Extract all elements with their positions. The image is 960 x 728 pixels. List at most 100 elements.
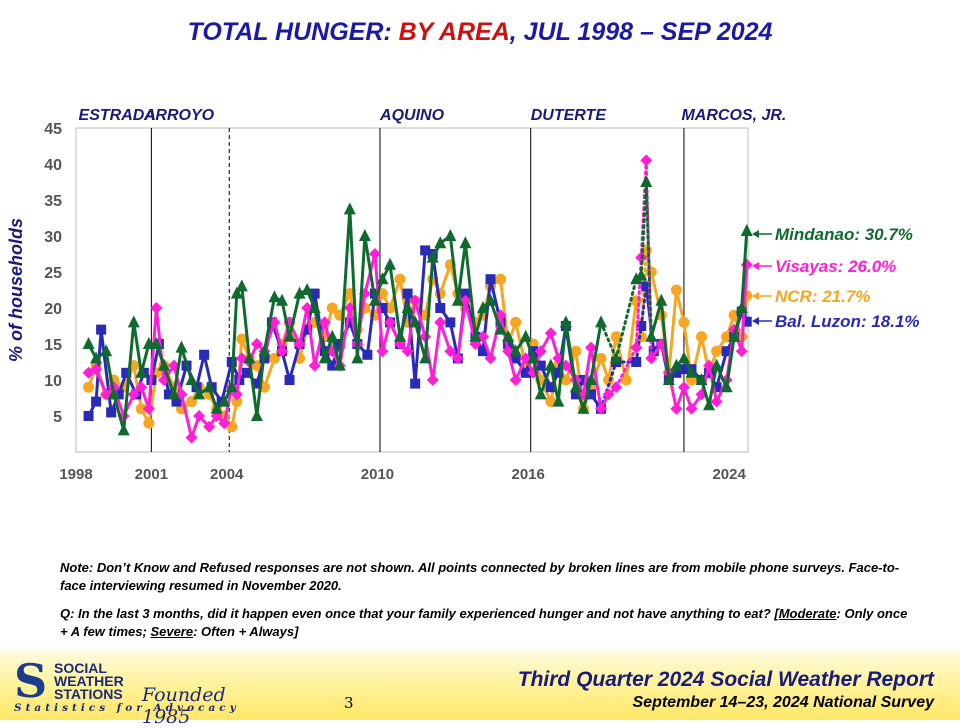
- data-point: [327, 360, 338, 371]
- data-point: [302, 324, 313, 335]
- data-point: [351, 351, 364, 364]
- data-point: [409, 315, 422, 328]
- series-segment: [247, 356, 259, 418]
- data-point: [368, 248, 381, 260]
- data-point: [630, 272, 643, 285]
- title-accent: BY AREA: [398, 18, 510, 46]
- data-point: [528, 346, 539, 357]
- data-point: [121, 367, 132, 378]
- page-number: 3: [344, 694, 354, 712]
- series-segment: [195, 353, 206, 389]
- label-arrow-head: [752, 230, 759, 238]
- data-point: [426, 250, 439, 263]
- data-point: [83, 411, 94, 421]
- data-point: [384, 316, 397, 329]
- data-point: [362, 349, 373, 360]
- data-point: [662, 373, 675, 385]
- data-point: [199, 349, 210, 360]
- series-segment: [634, 324, 643, 364]
- data-point: [241, 367, 252, 378]
- question-text: Q: In the last 3 months, did it happen e…: [60, 606, 779, 621]
- data-point: [677, 351, 690, 364]
- data-point: [584, 341, 597, 354]
- y-tick-label: 45: [44, 121, 62, 138]
- series-segment: [240, 284, 251, 360]
- data-point: [368, 293, 381, 306]
- data-point: [631, 357, 642, 367]
- data-point: [258, 344, 271, 357]
- presidency-label: MARCOS, JR.: [681, 107, 786, 124]
- data-point: [595, 402, 608, 415]
- data-point: [106, 407, 117, 418]
- data-point: [460, 288, 471, 299]
- data-point: [231, 396, 243, 408]
- data-point: [377, 303, 388, 313]
- data-point: [268, 290, 281, 303]
- data-point: [275, 345, 288, 358]
- data-point: [477, 346, 488, 357]
- series-segment: [313, 320, 327, 368]
- data-point: [409, 294, 422, 307]
- data-point: [394, 329, 407, 342]
- data-point: [90, 363, 103, 376]
- series-segment: [639, 180, 648, 278]
- data-point: [293, 286, 306, 299]
- data-point: [520, 367, 531, 378]
- data-point: [157, 358, 170, 371]
- data-point: [243, 351, 256, 364]
- logo-line-2: WEATHER: [54, 673, 124, 689]
- data-point: [434, 316, 447, 329]
- data-point: [150, 337, 163, 349]
- data-point: [610, 331, 622, 343]
- data-point: [318, 316, 331, 329]
- data-point: [735, 345, 748, 358]
- data-point: [545, 382, 556, 393]
- series-segment: [644, 180, 653, 339]
- data-point: [678, 364, 689, 375]
- data-point: [640, 175, 653, 187]
- series-segment: [388, 263, 402, 339]
- series-segment: [280, 299, 292, 339]
- data-point: [569, 380, 582, 393]
- title-period: , JUL 1998 – SEP 2024: [509, 18, 773, 46]
- data-point: [469, 329, 482, 342]
- data-point: [519, 329, 532, 342]
- data-point: [163, 389, 174, 400]
- data-point: [343, 302, 356, 314]
- series-segment: [674, 288, 686, 324]
- y-tick-label: 15: [44, 337, 62, 354]
- data-point: [113, 389, 124, 400]
- series-segment: [147, 306, 158, 411]
- data-point: [451, 352, 464, 365]
- data-point: [494, 322, 507, 335]
- series-segment: [599, 320, 618, 360]
- data-point: [484, 352, 497, 365]
- data-point: [710, 395, 723, 408]
- y-tick-label: 25: [44, 265, 62, 282]
- y-tick-label: 30: [44, 229, 62, 246]
- series-segment: [700, 364, 711, 396]
- logo-mark: S: [14, 654, 48, 708]
- series-segment: [220, 360, 234, 404]
- data-point: [510, 316, 522, 328]
- data-point: [685, 402, 698, 415]
- series-segment: [438, 320, 452, 353]
- data-point: [509, 374, 522, 386]
- series-segment: [431, 252, 442, 310]
- data-point: [235, 279, 248, 292]
- data-point: [703, 398, 716, 411]
- data-point: [445, 317, 456, 328]
- data-point: [142, 337, 155, 349]
- data-point: [544, 327, 557, 340]
- series-segment: [355, 234, 367, 360]
- series-segment: [230, 292, 239, 389]
- data-point: [293, 338, 306, 350]
- series-segment: [614, 335, 628, 382]
- data-point: [230, 286, 243, 299]
- data-point: [100, 344, 113, 357]
- series-segment: [132, 320, 143, 375]
- data-point: [685, 365, 698, 378]
- series-segment: [255, 349, 266, 418]
- data-point: [185, 431, 198, 444]
